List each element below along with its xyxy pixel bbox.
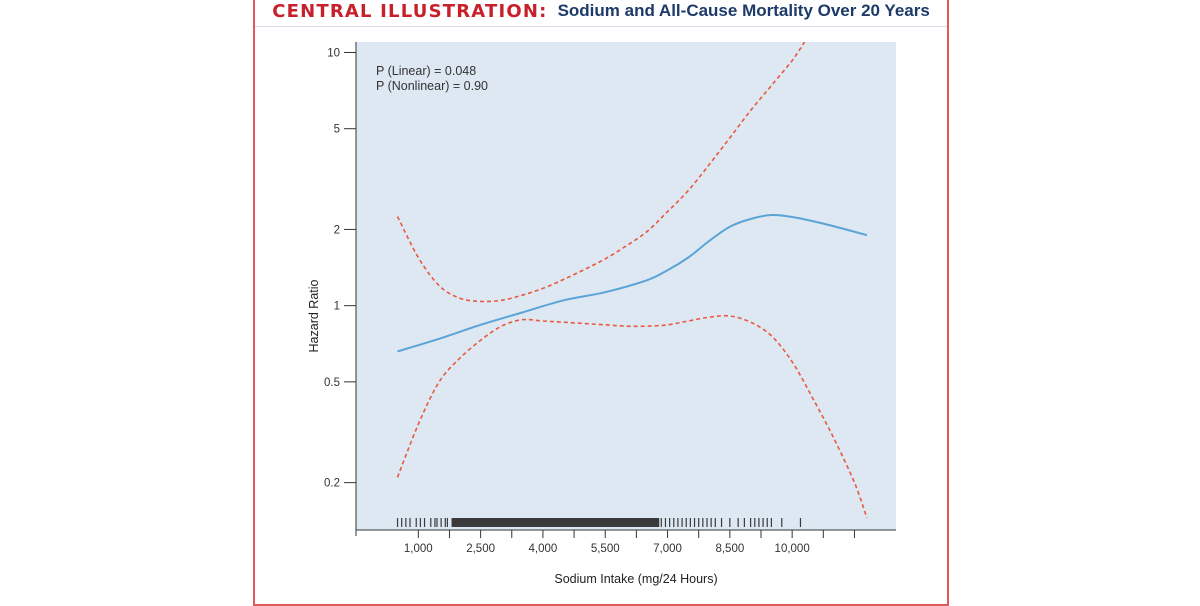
y-tick-label: 2 [334, 224, 340, 236]
illustration-header: CENTRAL ILLUSTRATION: Sodium and All-Cau… [255, 0, 947, 27]
p-linear-annotation: P (Linear) = 0.048 [376, 64, 476, 78]
y-tick-label: 5 [334, 124, 340, 136]
y-axis-title: Hazard Ratio [307, 279, 321, 352]
x-tick-label: 10,000 [775, 543, 810, 555]
p-nonlinear-annotation: P (Nonlinear) = 0.90 [376, 79, 488, 93]
upper-ci-line [396, 42, 806, 303]
x-tick-label: 1,000 [404, 543, 433, 555]
x-tick-label: 7,000 [653, 543, 682, 555]
header-lead: CENTRAL ILLUSTRATION: [272, 0, 548, 22]
rug-dense-band [451, 518, 660, 527]
x-axis-title: Sodium Intake (mg/24 Hours) [554, 572, 717, 586]
y-tick-label: 10 [327, 47, 340, 59]
y-tick-label: 1 [334, 301, 340, 313]
hazard-ratio-estimate-line [397, 213, 868, 353]
x-tick-label: 5,500 [591, 543, 620, 555]
x-tick-label: 8,500 [715, 543, 744, 555]
y-tick-label: 0.5 [324, 377, 340, 389]
x-tick-label: 4,000 [529, 543, 558, 555]
y-tick-label: 0.2 [324, 478, 340, 490]
y-ticks: 0.2 0.5 1 2 5 10 [324, 47, 356, 490]
axes [355, 42, 896, 536]
series-group [396, 42, 868, 519]
x-tick-label: 2,500 [466, 543, 495, 555]
header-title: Sodium and All-Cause Mortality Over 20 Y… [557, 1, 930, 20]
rug-plot [396, 518, 802, 527]
x-ticks: 1,000 2,500 4,000 5,500 7,000 8,500 10,000 [404, 530, 855, 555]
lower-ci-line [396, 314, 868, 519]
